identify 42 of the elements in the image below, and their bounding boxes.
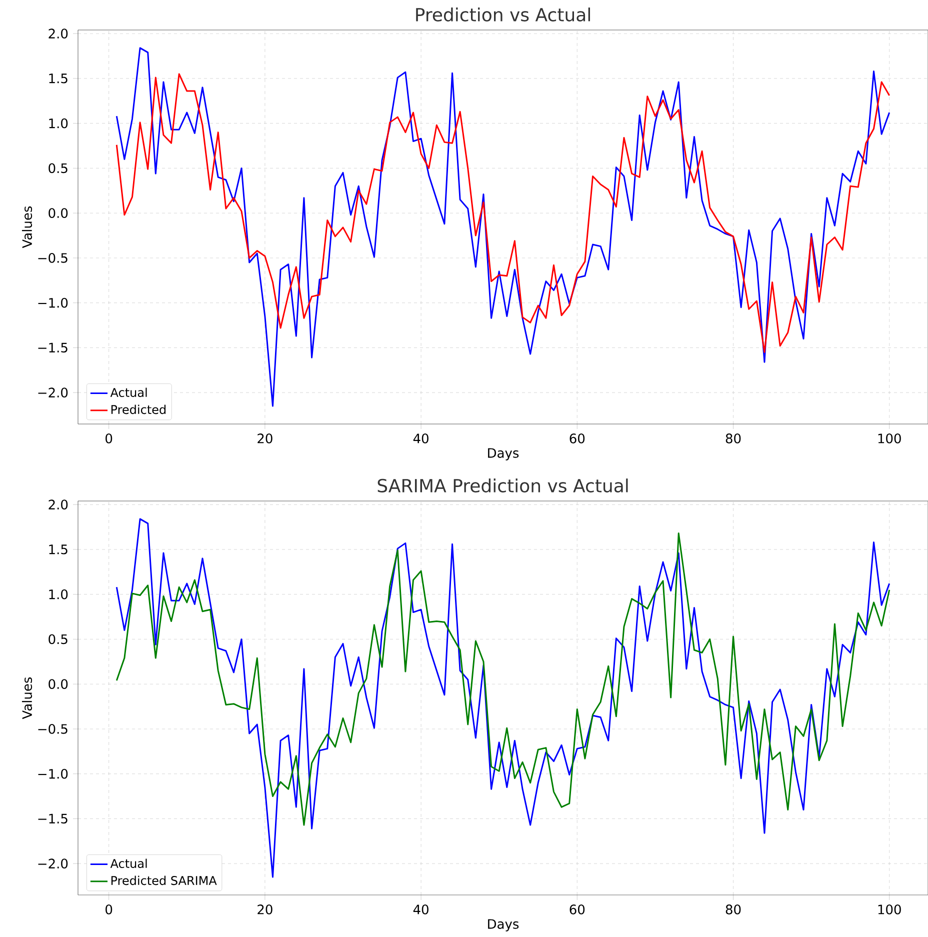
x-axis-title: Days [488, 919, 519, 932]
x-tick-label: 60 [570, 904, 585, 914]
y-tick-label: 0.0 [48, 679, 68, 690]
y-tick-label: −1.5 [38, 342, 68, 353]
x-tick-label: 40 [413, 904, 428, 914]
y-axis-title: Values [22, 206, 32, 248]
y-tick-label: 1.0 [49, 589, 68, 600]
x-axis-title: Days [488, 448, 519, 460]
legend-label: Predicted [111, 404, 166, 414]
x-tick-label: 60 [570, 434, 585, 444]
y-tick-label: 1.5 [49, 544, 68, 554]
chart-title: Prediction vs Actual [416, 8, 590, 22]
y-tick-label: 0.5 [48, 163, 68, 174]
y-tick-label: −0.5 [38, 724, 68, 734]
y-axis-title: Values [22, 677, 32, 720]
y-tick-label: 2.0 [48, 500, 68, 510]
legend-label: Actual [110, 858, 147, 868]
y-tick-label: 1.0 [49, 118, 68, 128]
x-tick-label: 100 [878, 904, 901, 914]
x-tick-label: 80 [726, 434, 741, 444]
y-tick-label: 0.5 [48, 634, 68, 644]
y-tick-label: −2.0 [38, 858, 68, 869]
y-tick-label: 0.0 [48, 208, 68, 218]
y-tick-label: −1.0 [38, 768, 68, 779]
x-tick-label: 20 [258, 904, 272, 914]
x-tick-label: 0 [106, 904, 112, 914]
y-tick-label: −1.0 [38, 298, 68, 308]
x-tick-label: 80 [726, 904, 741, 914]
x-tick-label: 100 [878, 434, 901, 444]
legend-label: Actual [110, 388, 147, 398]
y-tick-label: 2.0 [48, 28, 68, 39]
x-tick-label: 40 [413, 434, 428, 444]
legend-label: Predicted SARIMA [111, 876, 217, 886]
chart-title: SARIMA Prediction vs Actual [378, 478, 628, 492]
line-series [116, 532, 890, 826]
y-tick-label: −2.0 [38, 388, 68, 398]
y-tick-label: −1.5 [38, 814, 68, 824]
y-tick-label: 1.5 [49, 74, 68, 84]
x-tick-label: 20 [258, 434, 272, 444]
line-series [116, 73, 890, 353]
y-tick-label: −0.5 [38, 253, 68, 263]
x-tick-label: 0 [106, 434, 112, 444]
